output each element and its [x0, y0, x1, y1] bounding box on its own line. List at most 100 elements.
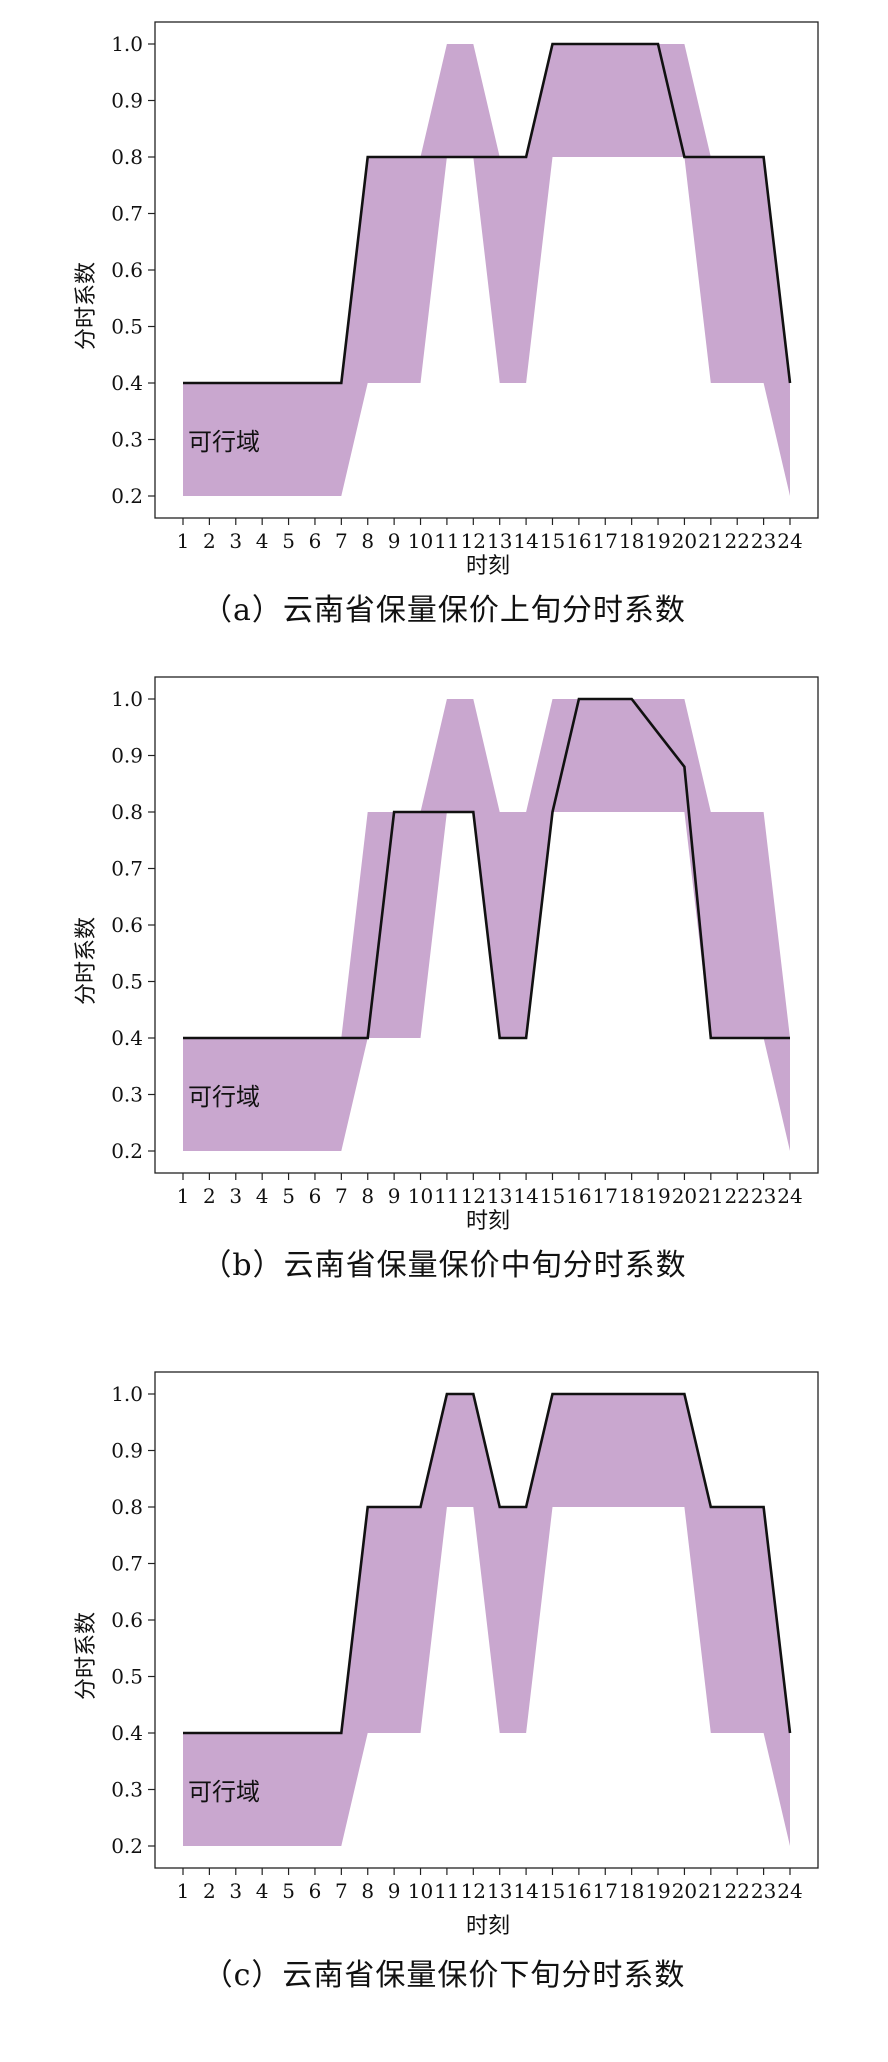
x-tick-label: 22 [724, 1184, 749, 1208]
chart-b-xlabel: 时刻 [465, 1209, 510, 1234]
x-tick-label: 1 [177, 1184, 190, 1208]
chart-c-caption: （c）云南省保量保价下旬分时系数 [202, 1958, 686, 1993]
y-tick-label: 1.0 [111, 32, 143, 56]
x-tick-label: 23 [751, 1184, 776, 1208]
y-tick-label: 0.8 [111, 1495, 143, 1519]
x-tick-label: 18 [619, 1184, 644, 1208]
x-tick-label: 7 [335, 1879, 348, 1903]
x-tick-label: 13 [487, 1184, 512, 1208]
y-tick-label: 0.2 [111, 484, 143, 508]
chart-panel-b: 0.2 0.3 0.4 0.5 0.6 0.7 0.8 0.9 1.0 1 2 3 4 5 6 7 8 9 10 11… [0, 655, 888, 1295]
y-tick-label: 0.3 [111, 1083, 143, 1107]
y-tick-label: 0.7 [111, 857, 143, 881]
y-tick-label: 0.3 [111, 1778, 143, 1802]
x-tick-label: 14 [513, 529, 538, 553]
x-tick-label: 13 [487, 529, 512, 553]
x-tick-label: 4 [256, 1184, 269, 1208]
chart-b-caption: （b）云南省保量保价中旬分时系数 [201, 1248, 687, 1283]
y-tick-label: 0.5 [111, 315, 143, 339]
x-tick-label: 2 [203, 1879, 216, 1903]
x-tick-label: 15 [540, 529, 565, 553]
x-tick-label: 8 [361, 1879, 374, 1903]
x-tick-label: 11 [434, 529, 459, 553]
x-tick-label: 15 [540, 1879, 565, 1903]
chart-c-svg: 0.20.30.40.50.60.70.80.91.01 2 3 4 5 6 7 8 9 10 11… [111, 1371, 819, 1903]
chart-a-feasible-label: 可行域 [188, 428, 260, 456]
x-tick-label: 12 [461, 1184, 486, 1208]
y-tick-label: 0.5 [111, 970, 143, 994]
x-tick-label: 5 [282, 1879, 295, 1903]
x-tick-label: 2 [203, 529, 216, 553]
x-tick-label: 3 [229, 1879, 242, 1903]
x-tick-label: 6 [309, 529, 322, 553]
x-tick-label: 21 [698, 1879, 723, 1903]
x-tick-label: 4 [256, 529, 269, 553]
x-tick-label: 10 [408, 1184, 433, 1208]
chart-a-ylabel: 分时系数 [74, 261, 100, 351]
x-tick-label: 20 [672, 1879, 697, 1903]
x-tick-label: 5 [282, 1184, 295, 1208]
chart-b-ylabel: 分时系数 [74, 916, 100, 1006]
x-tick-label: 10 [408, 1879, 433, 1903]
y-tick-label: 0.6 [111, 1608, 143, 1632]
chart-b-svg: 0.20.30.40.50.60.70.80.91.01 2 3 4 5 6 7 8 9 10 11… [111, 676, 819, 1208]
y-tick-label: 0.2 [111, 1834, 143, 1858]
x-tick-label: 22 [724, 1879, 749, 1903]
x-tick-label: 6 [309, 1184, 322, 1208]
x-tick-label: 6 [309, 1879, 322, 1903]
x-tick-label: 24 [777, 529, 802, 553]
x-tick-label: 12 [461, 529, 486, 553]
y-tick-label: 0.9 [111, 744, 143, 768]
x-tick-label: 9 [388, 1184, 401, 1208]
chart-a-xlabel: 时刻 [465, 554, 510, 579]
series-line [183, 1392, 792, 1735]
x-tick-label: 8 [361, 529, 374, 553]
x-tick-label: 2 [203, 1184, 216, 1208]
x-tick-label: 23 [751, 529, 776, 553]
x-tick-label: 4 [256, 1879, 269, 1903]
x-tick-label: 3 [229, 529, 242, 553]
x-tick-label: 14 [513, 1879, 538, 1903]
series-line [183, 42, 792, 385]
y-tick-label: 0.8 [111, 800, 143, 824]
y-tick-label: 1.0 [111, 1382, 143, 1406]
x-tick-label: 20 [672, 529, 697, 553]
x-tick-label: 19 [645, 1184, 670, 1208]
x-tick-label: 17 [593, 1184, 618, 1208]
y-tick-label: 0.4 [111, 1721, 143, 1745]
y-tick-label: 0.2 [111, 1139, 143, 1163]
x-tick-label: 1 [177, 1879, 190, 1903]
chart-b-feasible-label: 可行域 [188, 1083, 260, 1111]
x-tick-label: 15 [540, 1184, 565, 1208]
x-tick-label: 20 [672, 1184, 697, 1208]
y-tick-label: 0.8 [111, 145, 143, 169]
x-tick-label: 18 [619, 529, 644, 553]
y-tick-label: 0.7 [111, 1552, 143, 1576]
x-tick-label: 13 [487, 1879, 512, 1903]
x-tick-label: 19 [645, 529, 670, 553]
y-tick-label: 0.5 [111, 1665, 143, 1689]
x-tick-label: 22 [724, 529, 749, 553]
x-tick-label: 24 [777, 1184, 802, 1208]
x-tick-label: 1 [177, 529, 190, 553]
x-tick-label: 10 [408, 529, 433, 553]
x-tick-label: 21 [698, 529, 723, 553]
chart-a-svg: 0.20.30.40.50.60.70.80.91.01 2 3 4 5 6 7 8 9 10 11… [111, 21, 819, 553]
y-tick-label: 0.3 [111, 428, 143, 452]
x-tick-label: 7 [335, 529, 348, 553]
x-tick-label: 11 [434, 1184, 459, 1208]
x-tick-label: 17 [593, 529, 618, 553]
chart-c-xlabel: 时刻 [465, 1914, 510, 1939]
feasible-band-area [183, 44, 790, 496]
y-tick-label: 0.6 [111, 258, 143, 282]
y-tick-label: 0.6 [111, 913, 143, 937]
x-tick-label: 21 [698, 1184, 723, 1208]
y-tick-label: 1.0 [111, 687, 143, 711]
chart-a-caption: （a）云南省保量保价上旬分时系数 [202, 593, 686, 628]
x-tick-label: 3 [229, 1184, 242, 1208]
y-tick-label: 0.9 [111, 89, 143, 113]
x-tick-label: 16 [566, 529, 591, 553]
x-tick-label: 11 [434, 1879, 459, 1903]
x-tick-label: 18 [619, 1879, 644, 1903]
x-tick-label: 19 [645, 1879, 670, 1903]
